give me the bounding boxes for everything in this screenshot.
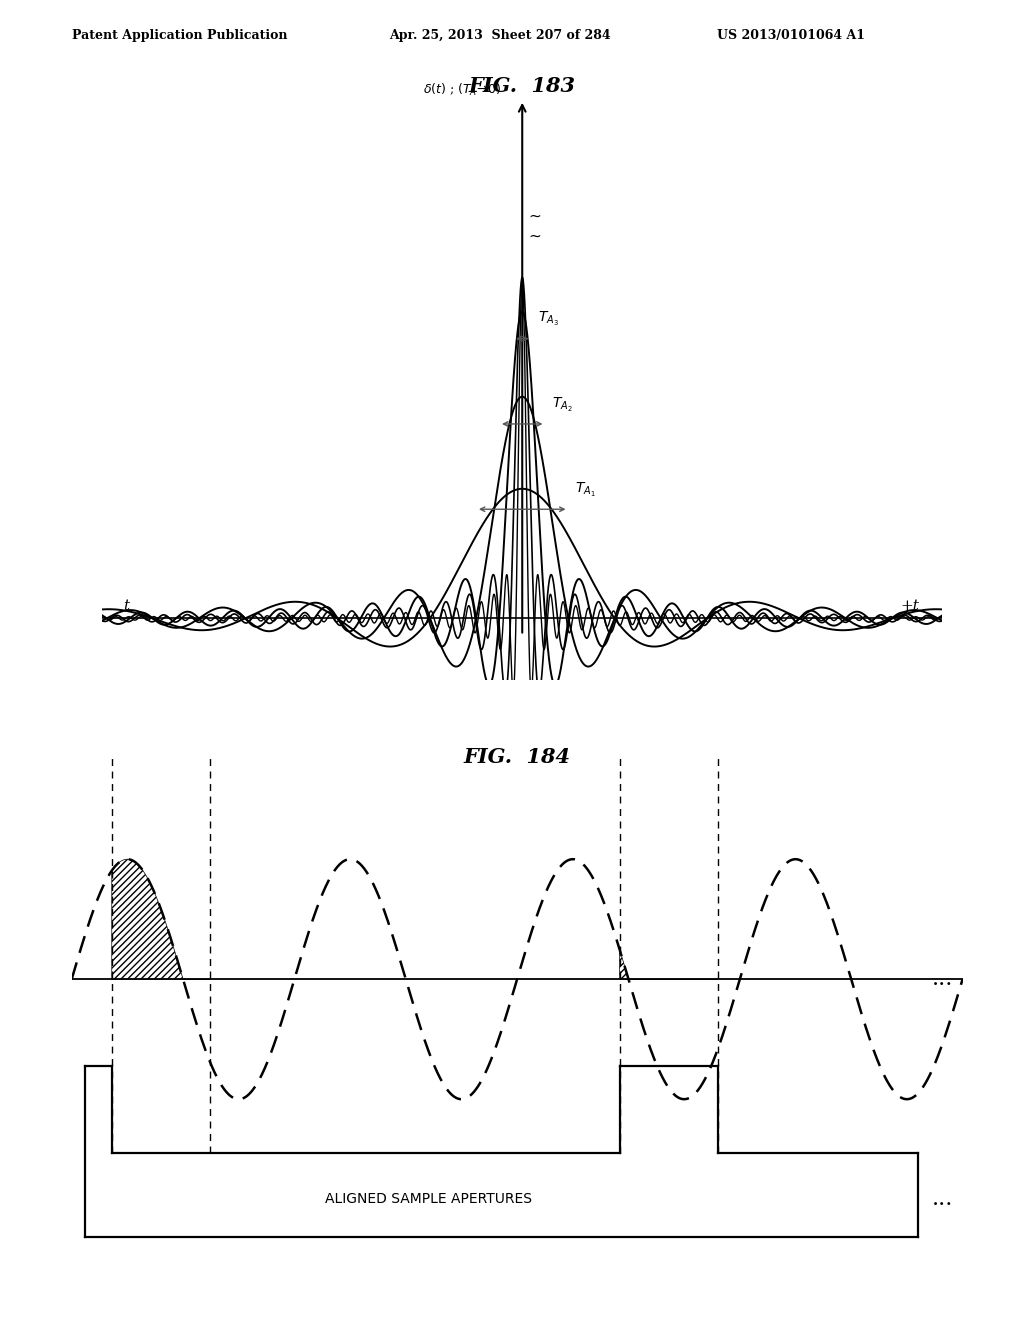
Text: $\delta(t)$ ; $(T_A\!\rightarrow\!0)$: $\delta(t)$ ; $(T_A\!\rightarrow\!0)$ <box>423 82 502 98</box>
Text: ...: ... <box>932 968 952 990</box>
Text: Apr. 25, 2013  Sheet 207 of 284: Apr. 25, 2013 Sheet 207 of 284 <box>389 29 610 42</box>
Text: $T_{A_3}$: $T_{A_3}$ <box>538 310 559 329</box>
Text: ALIGNED SAMPLE APERTURES: ALIGNED SAMPLE APERTURES <box>325 1192 531 1205</box>
Text: US 2013/0101064 A1: US 2013/0101064 A1 <box>717 29 865 42</box>
Text: ~: ~ <box>528 228 542 244</box>
Text: $T_{A_1}$: $T_{A_1}$ <box>574 480 595 499</box>
Text: ~: ~ <box>528 209 542 223</box>
Text: +t: +t <box>900 599 919 612</box>
Text: t: t <box>123 599 129 612</box>
Text: ...: ... <box>932 1188 952 1210</box>
Text: Patent Application Publication: Patent Application Publication <box>72 29 287 42</box>
Text: FIG.  184: FIG. 184 <box>464 747 570 767</box>
Text: FIG.  183: FIG. 183 <box>469 75 575 95</box>
Text: $T_{A_2}$: $T_{A_2}$ <box>552 396 572 413</box>
